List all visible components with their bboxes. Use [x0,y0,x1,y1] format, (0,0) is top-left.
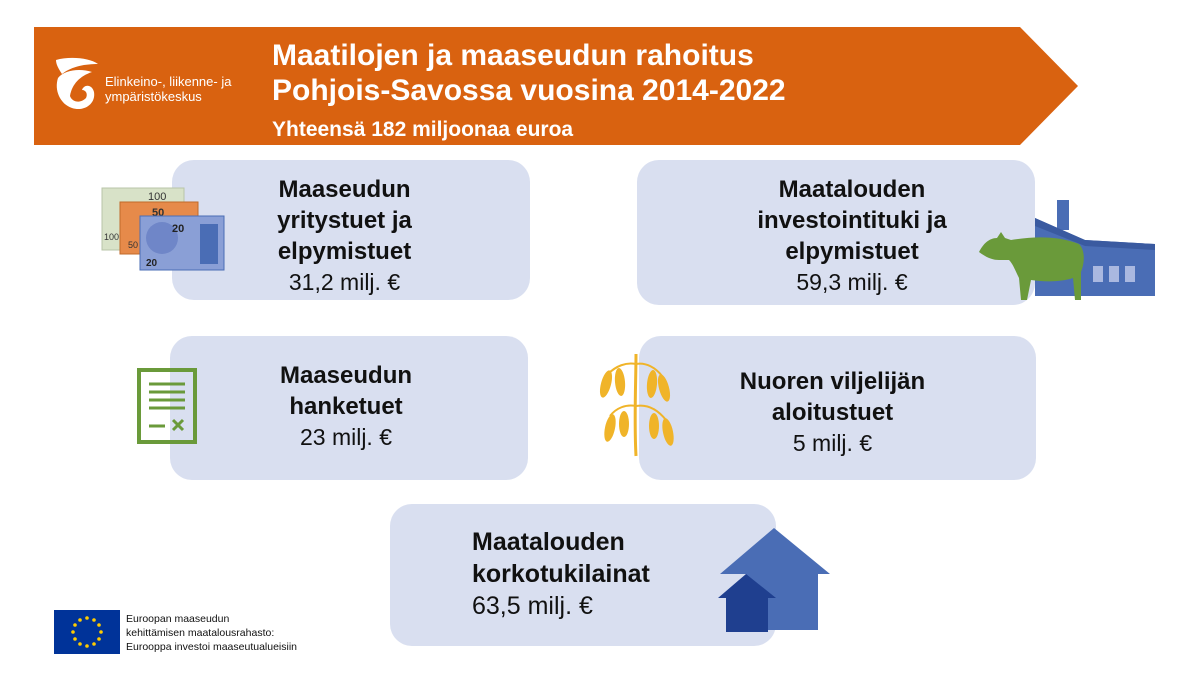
note-50-label-small: 50 [128,240,138,250]
eu-line-2: kehittämisen maatalousrahasto: [126,627,275,639]
card-heading-line: elpymistuet [785,238,919,265]
card-text: Maaseudun hanketuet 23 milj. € [170,360,522,452]
eu-line-3: Eurooppa investoi maaseutualueisiin [126,641,298,653]
card-heading-line: Nuoren viljelijän [739,368,926,395]
card-heading-line: Maatalouden [472,528,625,556]
card-heading-line: korkotukilainat [472,560,650,588]
eu-line-1: Euroopan maaseudun [126,613,230,625]
card-heading-line: investointituki ja [757,207,947,234]
page-subtitle: Yhteensä 182 miljoonaa euroa [272,118,574,141]
page-title: Maatilojen ja maaseudun rahoitus Pohjois… [272,38,786,108]
card-heading-line: aloitustuet [771,399,894,426]
card-value: 59,3 milj. € [796,269,908,295]
logo-line-2: ympäristökeskus [105,89,202,104]
eu-flag-icon [54,610,120,659]
card-young-farmer-aid: Nuoren viljelijän aloitustuet 5 milj. € [639,336,1036,480]
header-banner: Elinkeino-, liikenne- ja ympäristökeskus… [0,0,1200,150]
houses-icon [716,526,834,639]
ely-logo-text: Elinkeino-, liikenne- ja ympäristökeskus [105,74,231,104]
card-value: 23 milj. € [299,424,393,450]
card-heading-line: yritystuet ja [277,207,412,234]
card-heading-line: Maaseudun [278,176,411,203]
logo-line-1: Elinkeino-, liikenne- ja [105,74,232,89]
note-100-label: 100 [148,191,166,203]
banknotes-icon: 100 100 50 50 20 20 [100,186,228,277]
card-text: Maatalouden investointituki ja elpymistu… [677,174,1027,297]
card-text: Nuoren viljelijän aloitustuet 5 milj. € [639,366,1026,458]
title-line-1: Maatilojen ja maaseudun rahoitus [272,39,754,72]
card-interest-subsidy-loans: Maatalouden korkotukilainat 63,5 milj. € [390,504,776,646]
cow-barn-icon [975,200,1160,311]
card-heading-line: Maatalouden [778,176,926,203]
card-heading-line: hanketuet [289,393,403,420]
card-rural-business-aid: Maaseudun yritystuet ja elpymistuet 31,2… [172,160,530,300]
note-20-label-small: 20 [146,258,158,269]
banner-arrow-shape [34,27,1078,145]
card-value: 5 milj. € [792,430,873,456]
card-agri-investment-aid: Maatalouden investointituki ja elpymistu… [637,160,1035,305]
card-heading-line: Maaseudun [279,362,413,389]
note-100-label-small: 100 [104,232,119,242]
oat-plant-icon [596,350,680,463]
document-icon [137,368,199,451]
card-value: 63,5 milj. € [472,592,593,620]
card-text: Maaseudun yritystuet ja elpymistuet 31,2… [172,174,517,297]
card-rural-project-aid: Maaseudun hanketuet 23 milj. € [170,336,528,480]
title-line-2: Pohjois-Savossa vuosina 2014-2022 [272,74,786,107]
card-value: 31,2 milj. € [288,269,401,295]
card-text: Maatalouden korkotukilainat 63,5 milj. € [390,526,735,622]
note-20-label: 20 [172,223,184,235]
card-heading-line: elpymistuet [277,238,412,265]
eu-fund-text: Euroopan maaseudun kehittämisen maatalou… [126,612,297,654]
